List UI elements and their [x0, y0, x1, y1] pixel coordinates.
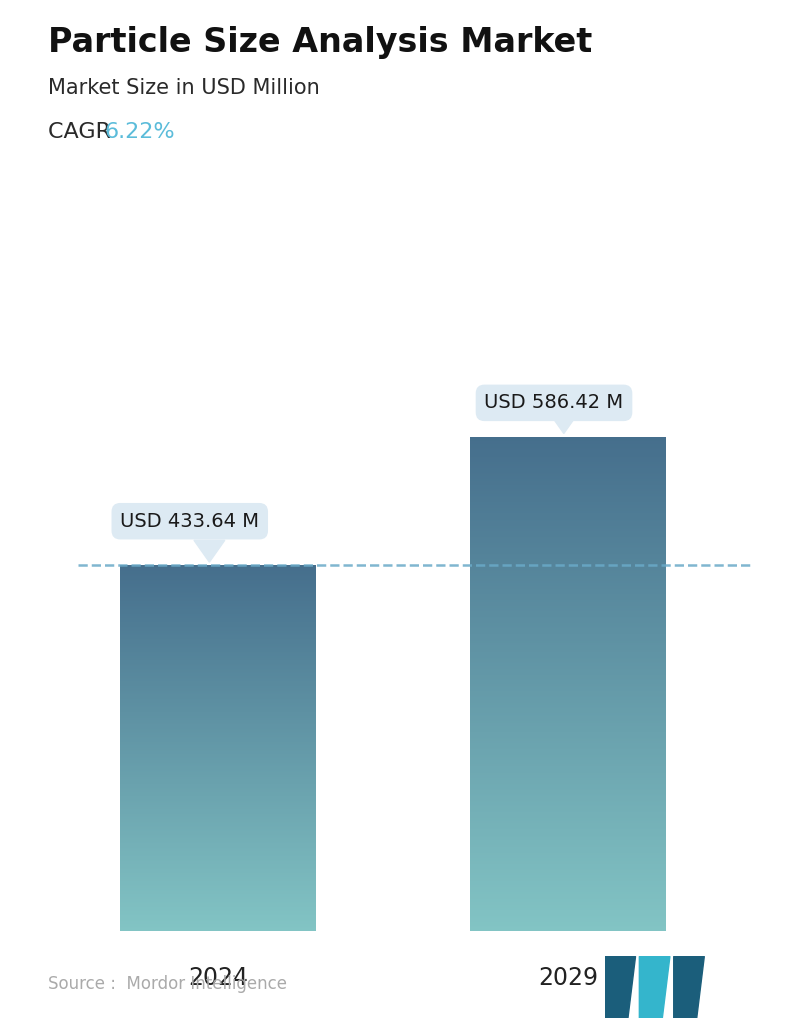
- Text: 6.22%: 6.22%: [104, 122, 175, 142]
- Text: Market Size in USD Million: Market Size in USD Million: [48, 78, 319, 97]
- Text: 2029: 2029: [538, 966, 598, 990]
- Text: 2024: 2024: [188, 966, 248, 990]
- Text: USD 433.64 M: USD 433.64 M: [120, 512, 259, 530]
- Polygon shape: [605, 956, 635, 1018]
- Polygon shape: [548, 412, 579, 433]
- Text: Source :  Mordor Intelligence: Source : Mordor Intelligence: [48, 975, 287, 994]
- Text: Particle Size Analysis Market: Particle Size Analysis Market: [48, 26, 592, 59]
- Text: CAGR: CAGR: [48, 122, 125, 142]
- Polygon shape: [673, 956, 704, 1018]
- Polygon shape: [639, 956, 670, 1018]
- Text: USD 586.42 M: USD 586.42 M: [485, 393, 623, 413]
- Polygon shape: [194, 540, 224, 562]
